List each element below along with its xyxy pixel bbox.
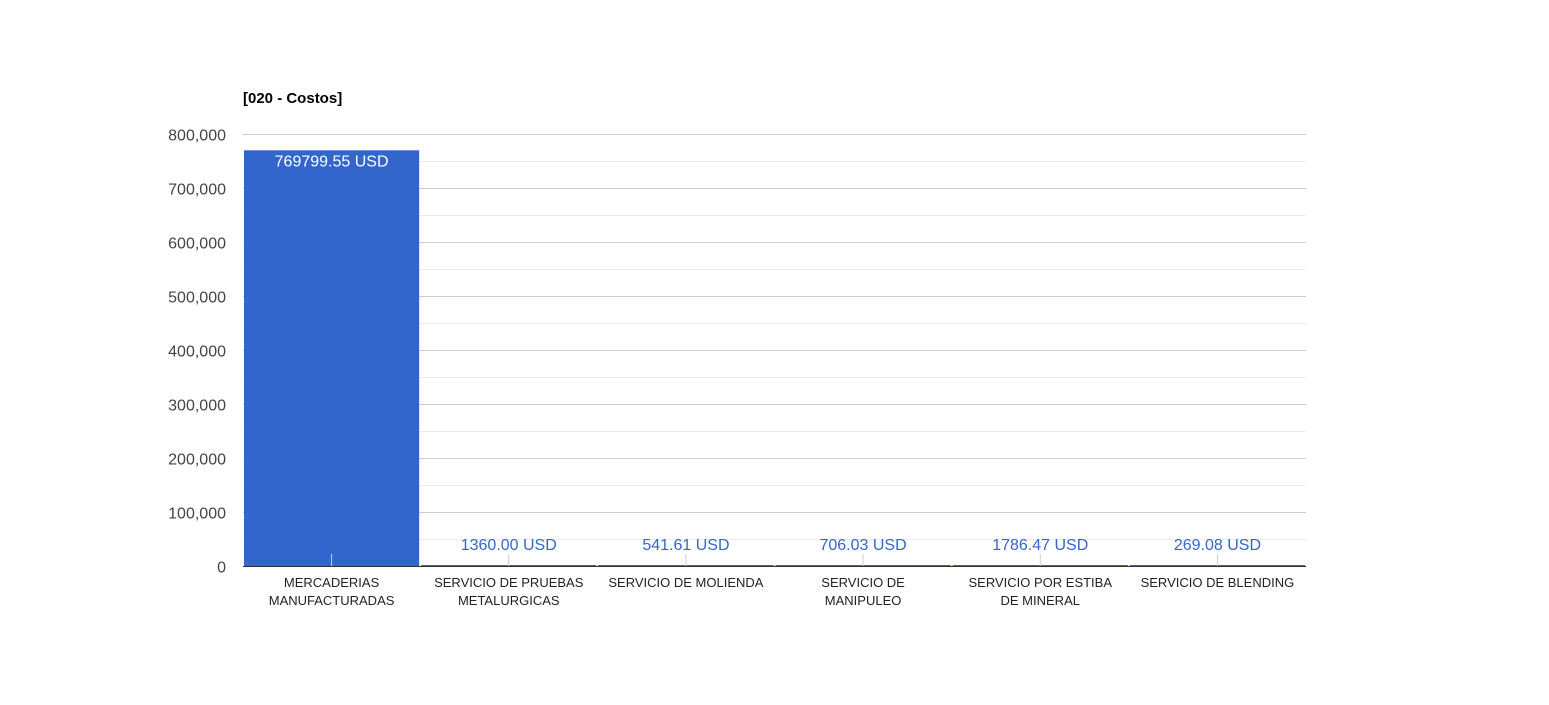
data-labels: 769799.55 USD 1360.00 USD 541.61 USD 706.03…: [275, 153, 1261, 554]
y-tick-label: 800,000: [168, 128, 226, 145]
chart-title: [020 - Costos]: [243, 90, 342, 107]
data-label: 541.61 USD: [642, 537, 729, 554]
data-label: 706.03 USD: [819, 537, 906, 554]
x-tick-label: MERCADERIAS MANUFACTURADAS: [269, 575, 395, 608]
x-tick-label: SERVICIO DE BLENDING: [1141, 575, 1295, 590]
y-tick-label: 400,000: [168, 344, 226, 361]
x-tick-label-line: DE MINERAL: [1001, 593, 1080, 608]
x-tick-label: SERVICIO DE PRUEBAS METALURGICAS: [434, 575, 584, 608]
y-tick-label: 300,000: [168, 398, 226, 415]
x-tick-label-line: METALURGICAS: [458, 593, 560, 608]
y-tick-label: 100,000: [168, 506, 226, 523]
bars: [244, 150, 1305, 567]
x-tick-label-line: SERVICIO POR ESTIBA: [968, 575, 1112, 590]
y-tick-label: 700,000: [168, 182, 226, 199]
data-label: 769799.55 USD: [275, 153, 389, 170]
x-tick-label: SERVICIO DE MANIPULEO: [821, 575, 905, 608]
x-tick-label: SERVICIO DE MOLIENDA: [608, 575, 763, 590]
data-label: 269.08 USD: [1174, 537, 1261, 554]
x-tick-label-line: SERVICIO DE PRUEBAS: [434, 575, 584, 590]
x-tick-label-line: MANUFACTURADAS: [269, 593, 395, 608]
gridlines: [243, 134, 1306, 540]
x-tick-label-line: MANIPULEO: [825, 593, 902, 608]
data-label: 1786.47 USD: [992, 537, 1088, 554]
y-tick-label: 600,000: [168, 236, 226, 253]
x-tick-label: SERVICIO POR ESTIBA DE MINERAL: [968, 575, 1112, 608]
x-tick-label-line: SERVICIO DE MOLIENDA: [608, 575, 763, 590]
axes: 0 100,000 200,000 300,000 400,000 500,000 600,…: [168, 128, 1306, 608]
data-label: 1360.00 USD: [461, 537, 557, 554]
x-tick-label-line: MERCADERIAS: [284, 575, 380, 590]
bar: [244, 150, 420, 567]
y-tick-label: 500,000: [168, 290, 226, 307]
x-tick-label-line: SERVICIO DE BLENDING: [1141, 575, 1295, 590]
y-tick-label: 0: [217, 560, 226, 577]
y-tick-label: 200,000: [168, 452, 226, 469]
x-tick-label-line: SERVICIO DE: [821, 575, 905, 590]
